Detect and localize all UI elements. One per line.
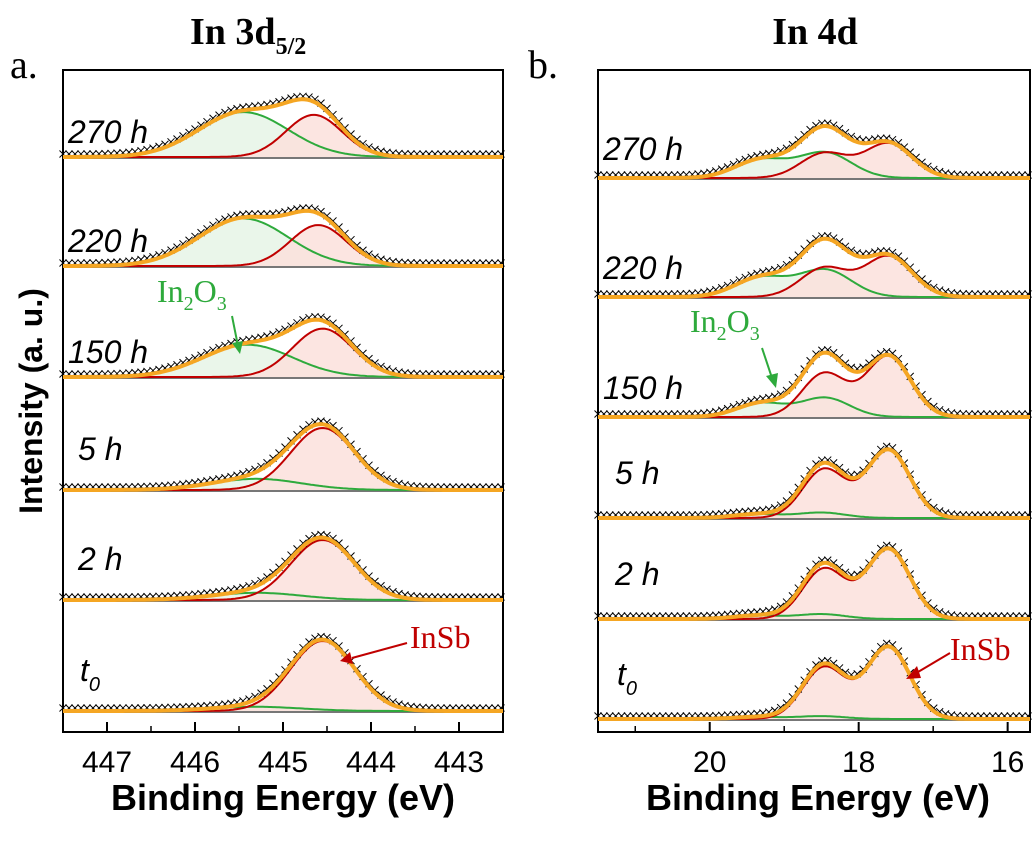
panel-a-x-label: Binding Energy (eV)	[111, 777, 455, 818]
series-label: t0	[617, 656, 637, 700]
panel-b-letter: b.	[528, 42, 558, 87]
panel-b-insb-arrow	[917, 652, 951, 673]
series-label-main: t	[80, 652, 90, 688]
panel-b-frame	[597, 69, 1031, 733]
panel-a-in2o3-sub1: 2	[184, 293, 194, 315]
insb-fill	[598, 548, 1030, 619]
spectrum-3: 5 h	[59, 417, 505, 492]
series-label-sub: 0	[626, 678, 637, 700]
series-label: 150 h	[68, 334, 148, 370]
insb-fill	[598, 255, 1030, 297]
panel-a-insb-arrow	[351, 642, 408, 659]
x-tick-label: 446	[170, 746, 220, 779]
x-tick-label: 16	[991, 746, 1024, 779]
envelope-fit-line	[598, 124, 1030, 180]
x-tick-label: 447	[82, 746, 132, 779]
envelope-fit-line	[63, 97, 503, 159]
series-label: 5 h	[78, 431, 122, 467]
panel-a-letter: a.	[10, 42, 38, 87]
panel-a-title-sub: 5/2	[276, 34, 307, 60]
insb-fill	[598, 449, 1030, 518]
panel-a-y-label: Intensity (a. u.)	[13, 288, 49, 514]
insb-fill	[598, 142, 1030, 178]
panel-b-insb-label: InSb	[950, 631, 1010, 667]
series-label: t0	[80, 652, 100, 696]
panel-b-in2o3-sub2: 3	[750, 323, 760, 345]
envelope-fit-line	[63, 317, 503, 379]
panel-b-plot: 270 h 220 h 150 h 5 h 2 h t0	[594, 119, 1032, 721]
spectrum-0: 270 h	[59, 92, 505, 159]
envelope-fit-line	[598, 350, 1030, 419]
series-label-sub: 0	[89, 674, 100, 696]
panel-a-plot: 270 h 220 h 150 h 5 h 2 h t0	[59, 92, 505, 713]
envelope-fit-line	[63, 637, 503, 713]
panel-a-in2o3-mid: O	[194, 273, 217, 309]
panel-a-in2o3-sub2: 3	[217, 293, 227, 315]
insb-fill	[598, 355, 1030, 417]
panel-a-insb-arrowhead	[340, 652, 353, 664]
panel-b-in2o3-arrow	[761, 347, 773, 379]
panel-b-in2o3-sub1: 2	[717, 323, 727, 345]
panel-b-title: In 4d	[772, 11, 858, 53]
series-label: 2 h	[77, 541, 122, 577]
envelope-fit-line	[63, 535, 503, 602]
spectrum-3: 5 h	[594, 442, 1032, 520]
envelope-fit-line	[598, 644, 1030, 721]
insb-fill	[63, 540, 503, 600]
panel-a-in2o3-main: In	[157, 273, 184, 309]
spectrum-2: 150 h	[594, 346, 1032, 419]
x-tick-label: 18	[842, 746, 875, 779]
panel-a-in2o3-arrowhead	[232, 341, 243, 354]
series-label: 2 h	[614, 556, 659, 592]
panel-b-x-axis: 20 18 16	[634, 722, 1024, 779]
panel-b-in2o3-mid: O	[727, 303, 750, 339]
insb-fill	[63, 641, 503, 711]
panel-b-in2o3-arrowhead	[766, 373, 778, 388]
series-label: 270 h	[67, 114, 148, 150]
spectrum-4: 2 h	[594, 541, 1032, 621]
x-tick-label: 443	[434, 746, 484, 779]
series-label: 220 h	[67, 223, 148, 259]
envelope-fit-line	[63, 208, 503, 268]
panel-b-in2o3-label: In2O3	[690, 303, 760, 345]
x-tick-label: 20	[693, 746, 726, 779]
spectrum-5: t0	[594, 639, 1032, 721]
panel-a-title-main: In 3d	[190, 11, 276, 53]
spectrum-1: 220 h	[594, 232, 1032, 299]
panel-a-in2o3-arrow	[231, 315, 239, 347]
series-label: 220 h	[602, 250, 683, 286]
spectrum-2: 150 h	[59, 312, 505, 379]
spectrum-1: 220 h	[59, 204, 505, 268]
series-label-main: t	[617, 656, 627, 692]
panel-b-annotations: In2O3 InSb	[690, 303, 1010, 679]
panel-a-annotations: In2O3 InSb	[157, 273, 470, 664]
x-tick-label: 445	[258, 746, 308, 779]
insb-fill	[63, 114, 503, 157]
insb-fill	[63, 328, 503, 377]
panel-b-x-label: Binding Energy (eV)	[646, 777, 990, 818]
panel-a-title: In 3d5/2	[190, 11, 306, 60]
panel-a-x-axis: 447 446 445 444 443	[62, 722, 484, 779]
series-label: 270 h	[602, 131, 683, 167]
insb-fill	[63, 428, 503, 490]
panel-a-insb-label: InSb	[410, 619, 470, 655]
series-label: 5 h	[615, 455, 659, 491]
series-label: 150 h	[603, 370, 683, 406]
spectrum-4: 2 h	[59, 530, 505, 602]
insb-fill	[63, 225, 503, 266]
panel-b-in2o3-main: In	[690, 303, 717, 339]
panel-a-in2o3-label: In2O3	[157, 273, 227, 315]
envelope-fit-line	[598, 236, 1030, 299]
envelope-fit-line	[598, 546, 1030, 621]
spectrum-0: 270 h	[594, 119, 1032, 180]
panel-b-insb-arrowhead	[906, 666, 921, 679]
x-tick-label: 444	[346, 746, 396, 779]
envelope-fit-line	[598, 447, 1030, 520]
envelope-fit-line	[63, 422, 503, 492]
spectrum-5: t0	[59, 632, 505, 713]
